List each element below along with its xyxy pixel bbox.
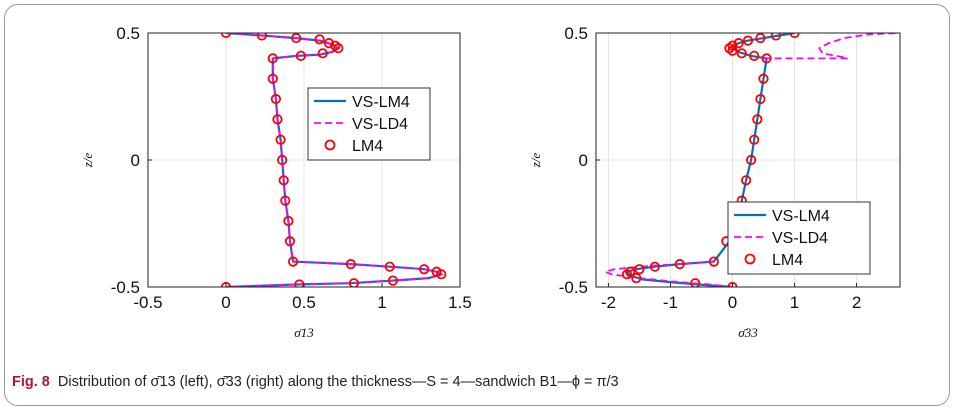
figure-plots: -0.5 0 0.5 1 1.5 -0.5 0 0.5 σ̄13 z/e VS-LM4 VS-LD4 L… [80, 24, 901, 340]
series-group [220, 33, 447, 287]
figure-frame [4, 4, 950, 406]
lm4-marker [742, 35, 754, 46]
figure-caption: Fig. 8 Distribution of σ̄13 (left), σ̄33 … [12, 374, 619, 390]
x-tick-label: 1.5 [448, 293, 472, 312]
series-group [602, 33, 900, 287]
x-tick-label: -0.5 [133, 293, 162, 312]
y-tick-label: -0.5 [111, 278, 140, 297]
lm4-marker [749, 50, 760, 61]
lm4-marker [758, 73, 769, 84]
y-tick-label: 0.5 [116, 24, 140, 43]
lm4-marker [387, 275, 399, 286]
lm4-marker [317, 48, 328, 59]
x-tick-label: 1 [790, 293, 799, 312]
caption-label: Fig. 8 [12, 374, 50, 390]
legend-marker-lm4 [324, 139, 336, 151]
lm4-marker [256, 33, 267, 41]
legend-label: LM4 [772, 252, 803, 269]
legend-label: VS-LD4 [772, 230, 828, 247]
lm4-marker [277, 154, 288, 166]
lm4-marker [345, 259, 356, 270]
y-tick-label: 0 [579, 151, 588, 170]
lm4-marker [755, 93, 766, 105]
lm4-marker [323, 38, 335, 49]
lm4-marker [634, 264, 645, 275]
lm4-marker [674, 259, 685, 270]
lm4-marker [761, 53, 772, 64]
lm4-marker [267, 73, 278, 84]
lm4-marker [272, 114, 283, 125]
y-tick-label: -0.5 [559, 278, 588, 297]
lm4-marker [690, 278, 701, 287]
legend: VS-LM4 VS-LD4 LM4 [727, 201, 871, 275]
lm4-marker [419, 264, 430, 275]
chart-panel-1: -0.5 0 0.5 1 1.5 -0.5 0 0.5 σ̄13 z/e VS-LM4 VS-LD4 L… [80, 24, 472, 340]
x-tick-label: 2 [852, 293, 861, 312]
lm4-marker [267, 53, 278, 64]
x-tick-label: 0 [728, 293, 737, 312]
lm4-marker [736, 48, 747, 59]
lm4-marker [278, 175, 289, 186]
lm4-marker [436, 269, 447, 280]
vs-ld4-line [225, 33, 444, 287]
x-tick-label: -2 [601, 293, 616, 312]
lm4-marker [649, 261, 661, 272]
lm4-marker [280, 195, 291, 206]
lm4-marker [746, 154, 757, 166]
legend-label: VS-LD4 [352, 116, 408, 133]
legend-label: VS-LM4 [352, 94, 410, 111]
lm4-marker [755, 33, 766, 44]
x-tick-label: 1 [377, 293, 386, 312]
lm4-marker [283, 215, 294, 227]
lm4-marker [733, 38, 744, 49]
legend-marker-lm4 [744, 253, 756, 265]
lm4-marker [287, 256, 299, 267]
y-axis-label: z/e [80, 153, 95, 169]
lm4-marker [752, 114, 763, 125]
lm4-marker [789, 33, 800, 39]
lm4-marker [348, 278, 360, 287]
lm4-marker [284, 236, 296, 247]
x-tick-label: 0.5 [292, 293, 316, 312]
lm4-marker [220, 33, 232, 39]
legend-label: LM4 [352, 138, 383, 155]
lm4-marker [708, 256, 719, 267]
lm4-marker [621, 269, 633, 280]
x-axis-label: σ̄33 [738, 325, 758, 340]
lm4-marker [384, 261, 395, 272]
x-tick-label: -1 [663, 293, 678, 312]
lm4-marker [295, 50, 306, 61]
y-axis-label: z/e [528, 153, 543, 169]
lm4-marker [275, 134, 286, 145]
lm4-marker [727, 45, 738, 56]
lm4-marker [770, 33, 782, 41]
x-axis-label: σ̄13 [294, 325, 314, 340]
vs-ld4-line [763, 33, 900, 60]
legend-label: VS-LM4 [772, 208, 830, 225]
lm4-marker [333, 43, 344, 54]
chart-panel-2: -2 -1 0 1 2 -0.5 0 0.5 σ̄33 z/e VS-LM4 VS-LD4 LM4 [528, 24, 901, 340]
lm4-marker [270, 93, 282, 105]
legend: VS-LM4 VS-LD4 LM4 [307, 87, 431, 161]
lm4-marker [631, 273, 642, 284]
y-tick-label: 0.5 [564, 24, 588, 43]
lm4-marker [314, 34, 325, 45]
x-tick-label: 0 [221, 293, 230, 312]
lm4-marker [741, 175, 752, 186]
y-tick-label: 0 [131, 151, 140, 170]
lm4-marker [749, 134, 760, 145]
caption-text: Distribution of σ̄13 (left), σ̄33 (right… [57, 374, 619, 390]
lm4-marker [291, 33, 302, 44]
